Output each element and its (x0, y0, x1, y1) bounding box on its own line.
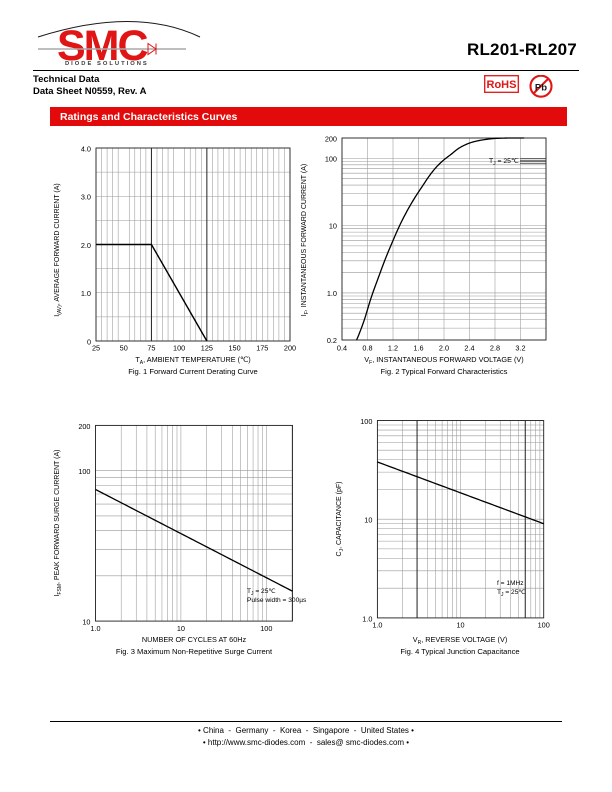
svg-text:CJ, CAPACITANCE (pF): CJ, CAPACITANCE (pF) (336, 482, 345, 557)
svg-text:100: 100 (538, 621, 550, 630)
svg-text:VR, REVERSE VOLTAGE (V): VR, REVERSE VOLTAGE (V) (413, 635, 508, 646)
svg-text:Fig. 4 Typical Junction Capac: Fig. 4 Typical Junction Capacitance (400, 647, 519, 656)
svg-text:1.0: 1.0 (362, 614, 372, 623)
svg-text:10: 10 (456, 621, 464, 630)
svg-text:10: 10 (364, 516, 372, 525)
svg-text:TJ = 25℃: TJ = 25℃ (497, 589, 526, 598)
svg-text:100: 100 (360, 417, 372, 426)
svg-text:f = 1MHz: f = 1MHz (497, 580, 524, 587)
svg-text:1.0: 1.0 (372, 621, 382, 630)
